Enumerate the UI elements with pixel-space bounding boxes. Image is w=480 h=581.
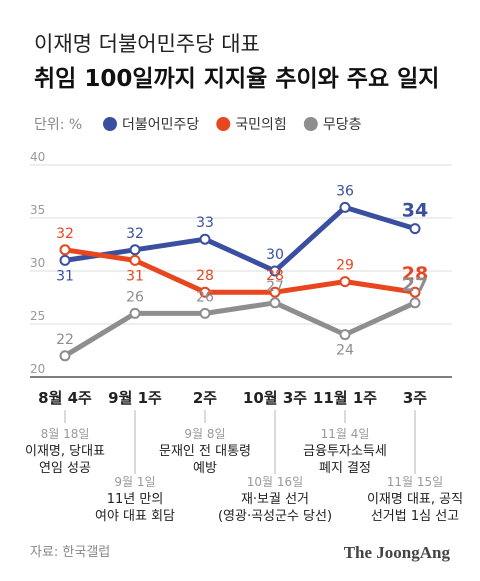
source-label: 자료: 한국갤럽 xyxy=(30,545,110,560)
annotation-text-4-0: 금융투자소득세 xyxy=(303,444,387,459)
series-2-value-label-4: 24 xyxy=(336,343,354,359)
series-line-1 xyxy=(62,247,418,295)
x-tick-label-3: 10월 3주 xyxy=(243,389,307,407)
series-1-point-0 xyxy=(59,244,71,256)
series-2-point-2 xyxy=(199,307,211,319)
annotation-text-1-0: 11년 만의 xyxy=(107,492,164,507)
legend-swatch-2 xyxy=(303,117,318,131)
annotation-text-3-1: (영광·곡성군수 당선) xyxy=(218,509,332,524)
series-1-point-4 xyxy=(339,276,351,288)
y-tick-label-4: 40 xyxy=(30,150,45,164)
x-axis: 8월 4주 9월 1주 2주 10월 3주 11월 1주 3주 xyxy=(30,376,452,407)
x-tick-label-5: 3주 xyxy=(403,389,427,407)
legend-label-0: 더불어민주당 xyxy=(122,117,199,133)
annotation-date-5: 11월 15일 xyxy=(387,475,443,489)
x-tick-label-0: 8월 4주 xyxy=(38,389,92,407)
legend-label-2: 무당층 xyxy=(323,117,362,133)
legend-swatch-0 xyxy=(103,117,117,131)
series-1-point-1 xyxy=(129,254,141,266)
annotation-date-3: 10월 16일 xyxy=(247,475,303,489)
annotation-text-5-0: 이재명 대표, 공직 xyxy=(367,492,463,507)
series-0-point-2 xyxy=(199,233,211,245)
annotation-date-4: 11월 4일 xyxy=(321,427,370,441)
series-0-point-4 xyxy=(339,201,351,213)
brand-logo: The JoongAng xyxy=(344,543,451,562)
series-0-value-label-3: 30 xyxy=(266,247,284,263)
annotation-text-5-1: 선거법 1심 선고 xyxy=(371,509,459,524)
annotation-text-3-0: 재·보궐 선거 xyxy=(241,492,309,507)
series-1-point-2 xyxy=(199,286,211,298)
series-2-value-label-0: 22 xyxy=(56,332,74,348)
series-1-value-label-3: 28 xyxy=(266,268,284,284)
annotation-date-1: 9월 1일 xyxy=(114,475,155,489)
legend-swatch-1 xyxy=(216,117,231,131)
grid: 20 25 30 35 40 xyxy=(30,150,452,376)
series-0-value-label-5: 34 xyxy=(402,200,428,222)
annotation-text-0-0: 이재명, 당대표 xyxy=(25,444,105,459)
legend-label-1: 국민의힘 xyxy=(235,117,287,133)
legend: 더불어민주당 국민의힘 무당층 xyxy=(103,117,362,133)
series-0-point-3 xyxy=(269,265,281,277)
series-1-value-label-2: 28 xyxy=(196,268,214,284)
x-tick-label-1: 9월 1주 xyxy=(108,389,162,407)
chart-title: 이재명 더불어민주당 대표 xyxy=(34,32,260,56)
series-2-value-label-1: 26 xyxy=(126,289,144,305)
series-1-point-5 xyxy=(409,286,421,298)
series-0-value-label-0: 31 xyxy=(56,268,74,284)
y-tick-label-1: 25 xyxy=(30,309,45,323)
series-2-point-0 xyxy=(59,350,71,362)
series-1-value-label-0: 32 xyxy=(56,226,74,242)
series-2-value-label-2: 26 xyxy=(196,289,214,305)
series-line-0 xyxy=(62,204,418,274)
series-0-value-label-2: 33 xyxy=(196,215,214,231)
annotation-text-0-1: 연임 성공 xyxy=(39,461,91,476)
series-1-value-label-5: 28 xyxy=(402,263,428,285)
chart-subtitle: 취임 100일까지 지지율 추이와 주요 일지 xyxy=(34,66,439,92)
series-line-2 xyxy=(62,300,418,359)
series-0-point-5 xyxy=(409,223,421,235)
annotation-date-2: 9월 8일 xyxy=(184,427,225,441)
series-1-point-3 xyxy=(269,286,281,298)
y-tick-label-3: 35 xyxy=(30,203,45,217)
annotation-text-2-0: 문재인 전 대통령 xyxy=(159,444,251,459)
series-2-value-label-3: 27 xyxy=(266,279,284,295)
annotation-text-1-1: 여야 대표 회담 xyxy=(95,509,175,524)
series-0-point-1 xyxy=(129,244,141,256)
annotation-date-0: 8월 18일 xyxy=(41,427,90,441)
unit-label: 단위: % xyxy=(34,117,82,133)
x-tick-label-4: 11월 1주 xyxy=(313,389,377,407)
series-1-value-label-4: 29 xyxy=(336,258,354,274)
x-tick-label-2: 2주 xyxy=(193,389,217,407)
annotation-text-4-1: 폐지 결정 xyxy=(319,461,371,476)
series-2-value-label-5: 27 xyxy=(402,274,428,296)
series-2-point-1 xyxy=(129,307,141,319)
series-1-value-label-1: 31 xyxy=(126,268,144,284)
series-2-point-3 xyxy=(269,297,281,309)
y-tick-label-0: 20 xyxy=(30,362,45,376)
y-tick-label-2: 30 xyxy=(30,256,45,270)
series-0-value-label-4: 36 xyxy=(336,183,354,199)
annotation-text-2-1: 예방 xyxy=(193,461,217,476)
series-0-value-label-1: 32 xyxy=(126,226,144,242)
series-2-point-4 xyxy=(339,329,351,341)
series-2-point-5 xyxy=(409,297,421,309)
series-0-point-0 xyxy=(59,254,71,266)
series-layer: 31 32 33 30 36 34 32 31 28 28 29 28 22 26 26 27 24 27 xyxy=(56,183,428,362)
